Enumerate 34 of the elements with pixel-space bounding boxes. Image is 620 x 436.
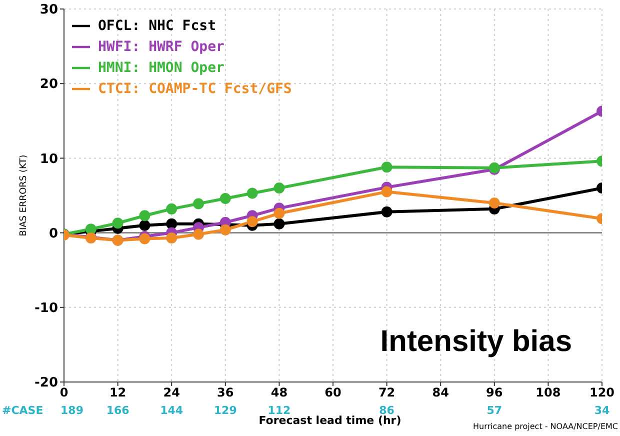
text: 86 (378, 404, 394, 417)
x-tick-label: 84 (432, 386, 449, 400)
y-tick-label: -20 (34, 376, 58, 391)
legend-label: HMNI: HMON Oper (98, 60, 224, 76)
y-tick-label: 20 (40, 77, 58, 92)
text: 166 (105, 404, 130, 417)
y-tick-label: -10 (34, 301, 58, 316)
legend-label: OFCL: NHC Fcst (98, 18, 216, 34)
x-axis-title: Forecast lead time (hr) (258, 414, 402, 427)
x-tick-label: 60 (324, 386, 342, 400)
text: 129 (212, 404, 238, 417)
text: Hurricane project - NOAA/NCEP/EMC (472, 422, 618, 431)
y-tick-label: 0 (48, 226, 58, 242)
text: 112 (268, 404, 291, 417)
x-tick-label: 24 (163, 386, 180, 400)
text: 189 (60, 404, 84, 417)
text: 144 (159, 404, 184, 417)
x-tick-label: 72 (378, 386, 396, 400)
text: #CASE (2, 404, 44, 417)
y-tick-label: 30 (40, 2, 58, 18)
x-tick-label: 120 (589, 386, 615, 400)
y-axis-title: BIAS ERRORS (KT) (19, 154, 30, 236)
x-tick-label: 108 (536, 386, 561, 400)
legend-label: CTCI: COAMP-TC Fcst/GFS (98, 81, 292, 97)
legend-label: HWFI: HWRF Oper (98, 39, 224, 55)
x-tick-label: 36 (217, 386, 234, 400)
text: 57 (486, 404, 504, 417)
text: 34 (593, 404, 611, 417)
x-tick-label: 12 (109, 386, 126, 400)
x-tick-label: 96 (486, 386, 503, 400)
x-tick-label: 48 (270, 386, 288, 400)
x-tick-label: 0 (60, 386, 68, 400)
y-tick-label: 10 (40, 152, 58, 167)
annotation: Intensity bias (380, 325, 572, 359)
